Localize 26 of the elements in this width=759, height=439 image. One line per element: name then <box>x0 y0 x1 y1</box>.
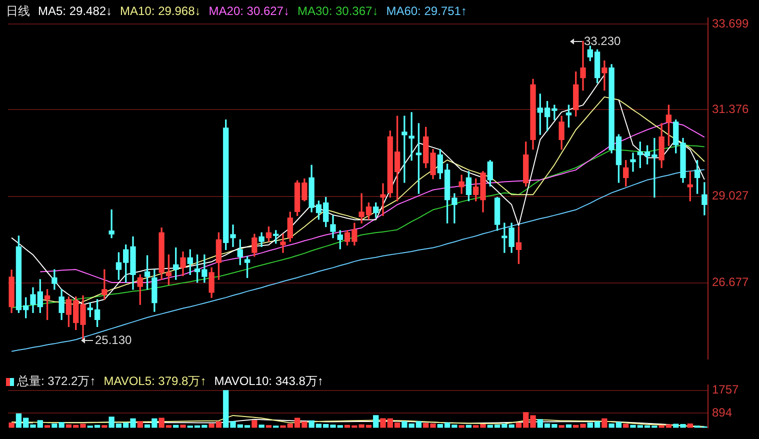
text: MA20: 30.627↓ <box>208 4 290 18</box>
text: MA60: 29.751↑ <box>386 4 467 18</box>
candlestick <box>580 40 586 91</box>
annotation: 33.230 <box>584 34 621 48</box>
y-tick-label: 31.376 <box>712 102 750 116</box>
legend-label: 总量: 372.2万↑ <box>16 374 96 388</box>
text: MA30: 30.367↓ <box>297 4 378 18</box>
text: MA5: 29.482↓ <box>38 4 112 18</box>
y-tick-label: 894 <box>712 405 732 420</box>
candlestick <box>102 269 108 300</box>
candlestick <box>602 60 608 91</box>
candlestick <box>408 112 414 161</box>
candlestick <box>280 234 286 253</box>
y-tick-label: 33.699 <box>712 16 750 30</box>
text: MAVOL5: 379.8万↑ <box>104 374 206 388</box>
annotation: 25.130 <box>95 333 132 347</box>
y-tick-label: 26.677 <box>712 275 750 290</box>
y-tick-label: 1757 <box>712 382 740 397</box>
candlestick <box>630 152 636 172</box>
text: MAVOL10: 343.8万↑ <box>214 374 324 388</box>
candlestick <box>380 183 386 216</box>
chart-title: 日线 <box>6 4 30 18</box>
text: MA10: 29.968↓ <box>120 4 201 18</box>
y-tick-label: 29.027 <box>712 188 750 203</box>
candlestick <box>402 116 408 183</box>
candlestick <box>108 209 114 238</box>
